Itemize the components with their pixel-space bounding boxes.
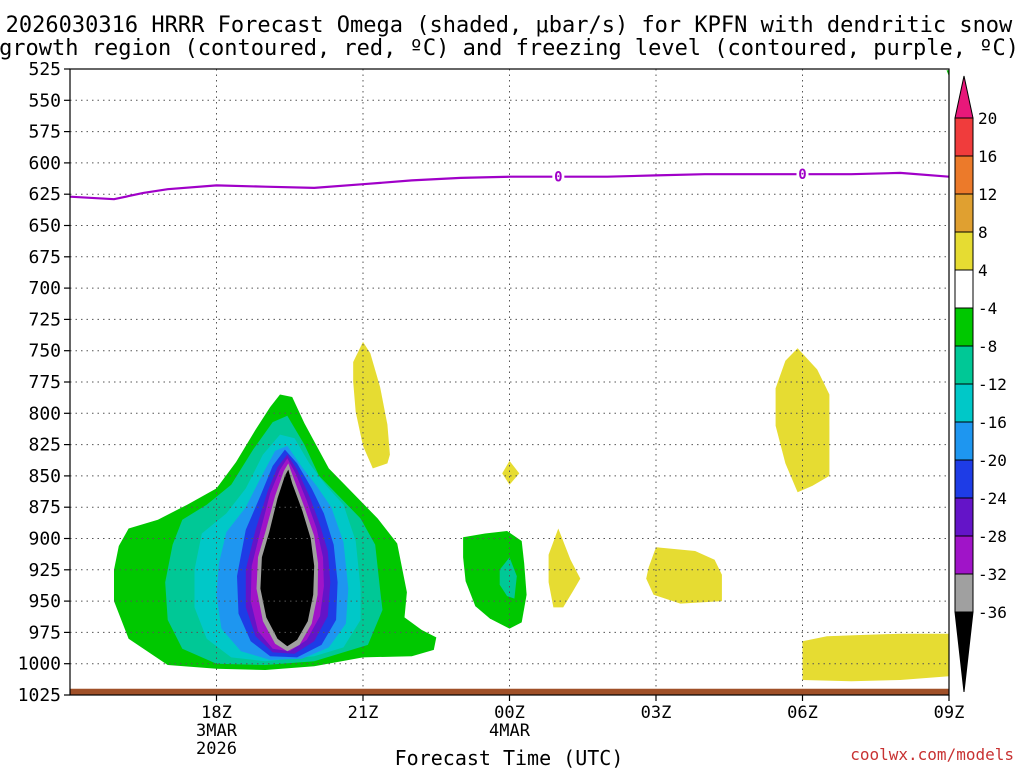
y-tick-label-725: 725 xyxy=(28,309,61,330)
colorbar-top-arrow xyxy=(954,75,974,119)
y-tick-label-600: 600 xyxy=(28,153,61,174)
colorbar-label-11: -28 xyxy=(978,527,1007,546)
omega-region-yellow-blob-2030z xyxy=(353,341,390,469)
y-tick-label-975: 975 xyxy=(28,622,61,643)
colorbar-segment-10 xyxy=(954,497,974,537)
omega-region-yellow-blob-0000z xyxy=(502,460,520,485)
colorbar-segment-12 xyxy=(954,573,974,613)
colorbar-label-4: 4 xyxy=(978,261,988,280)
x-tick-label-18Z: 18Z xyxy=(201,703,232,723)
colorbar-label-2: 12 xyxy=(978,185,997,204)
colorbar-segment-7 xyxy=(954,383,974,423)
colorbar-label-6: -8 xyxy=(978,337,997,356)
y-tick-label-800: 800 xyxy=(28,403,61,424)
colorbar-label-8: -16 xyxy=(978,413,1007,432)
terrain-layer xyxy=(70,688,949,695)
x-tick-label-03Z: 03Z xyxy=(641,703,672,723)
x-tick-label-21Z: 21Z xyxy=(348,703,379,723)
omega-region-yellow-blob-0500z xyxy=(775,348,830,493)
y-tick-label-825: 825 xyxy=(28,435,61,456)
y-tick-label-925: 925 xyxy=(28,560,61,581)
freezing-label-bg-0 xyxy=(552,167,565,186)
colorbar-segment-5 xyxy=(954,307,974,347)
x-date-label-00Z: 4MAR xyxy=(489,721,531,741)
y-tick-label-550: 550 xyxy=(28,90,61,111)
y-tick-label-650: 650 xyxy=(28,216,61,237)
chart-title-line1: 2026030316 HRRR Forecast Omega (shaded, … xyxy=(6,13,1013,38)
colorbar-label-12: -32 xyxy=(978,565,1007,584)
x-tick-label-00Z: 00Z xyxy=(494,703,525,723)
y-tick-label-675: 675 xyxy=(28,247,61,268)
colorbar-label-7: -12 xyxy=(978,375,1007,394)
x-year-label-18Z: 2026 xyxy=(196,739,237,759)
omega-region-teal-blob-24z xyxy=(499,557,517,599)
x-date-label-18Z: 3MAR xyxy=(196,721,238,741)
y-tick-label-575: 575 xyxy=(28,122,61,143)
gridlines xyxy=(70,69,950,695)
y-tick-label-625: 625 xyxy=(28,184,61,205)
colorbar-label-0: 20 xyxy=(978,109,997,128)
colorbar: 20 16 12 8 4 -4 -8 -12 -16 -20 -24 -28 -32 -36 xyxy=(954,75,1007,693)
y-tick-label-1025: 1025 xyxy=(18,685,61,706)
y-axis: 525 550 575 600 625 650 675 700 725 750 775 800 825 8… xyxy=(18,59,70,706)
freezing-level-label-0: 0 xyxy=(554,170,562,186)
colorbar-segment-0 xyxy=(954,117,974,157)
colorbar-label-13: -36 xyxy=(978,603,1007,622)
omega-region-yellow-blob-0100z xyxy=(548,528,581,608)
colorbar-segment-11 xyxy=(954,535,974,575)
freezing-level-line xyxy=(70,171,949,201)
colorbar-label-10: -24 xyxy=(978,489,1007,508)
omega-region-main-black xyxy=(260,469,315,647)
colorbar-segment-9 xyxy=(954,459,974,499)
colorbar-segment-1 xyxy=(954,155,974,195)
colorbar-label-3: 8 xyxy=(978,223,988,242)
freezing-label-bg-1 xyxy=(796,165,809,184)
colorbar-label-9: -20 xyxy=(978,451,1007,470)
y-tick-label-900: 900 xyxy=(28,529,61,550)
x-tick-label-06Z: 06Z xyxy=(787,703,818,723)
y-tick-label-525: 525 xyxy=(28,59,61,80)
omega-region-green-blob-24z xyxy=(463,531,527,629)
x-tick-label-09Z: 09Z xyxy=(934,703,965,723)
y-tick-label-875: 875 xyxy=(28,497,61,518)
omega-region-yellow-blob-0700z xyxy=(802,633,949,682)
colorbar-segment-6 xyxy=(954,345,974,385)
source-credit: coolwx.com/models xyxy=(850,745,1014,764)
y-tick-label-1000: 1000 xyxy=(18,654,61,675)
colorbar-label-5: -4 xyxy=(978,299,997,318)
chart-title-line2: growth region (contoured, red, ºC) and f… xyxy=(0,36,1019,61)
y-tick-label-750: 750 xyxy=(28,341,61,362)
omega-shading xyxy=(114,70,949,682)
x-axis-label: Forecast Time (UTC) xyxy=(395,746,624,768)
colorbar-bottom-arrow xyxy=(954,611,974,693)
colorbar-segment-2 xyxy=(954,193,974,233)
y-tick-label-775: 775 xyxy=(28,372,61,393)
freezing-level-label-1: 0 xyxy=(798,167,806,183)
y-tick-label-700: 700 xyxy=(28,278,61,299)
colorbar-segment-8 xyxy=(954,421,974,461)
omega-region-yellow-blob-0300z xyxy=(646,547,722,604)
colorbar-segment-3 xyxy=(954,231,974,271)
colorbar-segment-4 xyxy=(954,269,974,309)
colorbar-label-1: 16 xyxy=(978,147,997,166)
y-tick-label-850: 850 xyxy=(28,466,61,487)
y-tick-label-950: 950 xyxy=(28,591,61,612)
terrain-band xyxy=(70,688,949,695)
